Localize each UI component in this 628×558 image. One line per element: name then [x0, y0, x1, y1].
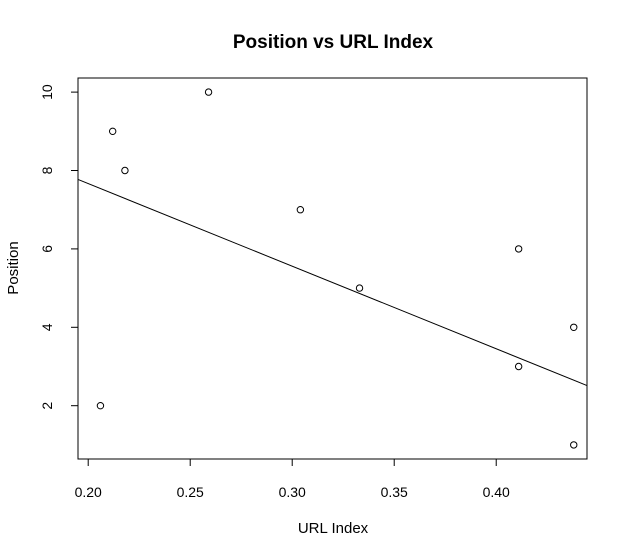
x-axis-label: URL Index [298, 520, 369, 537]
y-tick-label: 4 [39, 323, 55, 331]
chart-title: Position vs URL Index [233, 32, 434, 53]
y-tick-label: 8 [39, 166, 55, 174]
data-point [204, 88, 213, 96]
plot-frame [77, 77, 588, 460]
y-tick-label: 2 [39, 402, 55, 410]
data-point [570, 323, 578, 331]
data-point [514, 362, 523, 371]
x-tick-label: 0.20 [75, 484, 102, 500]
data-point [121, 166, 129, 175]
x-tick-label: 0.35 [381, 484, 408, 500]
data-point [514, 245, 523, 253]
y-axis-label: Position [5, 241, 22, 294]
data-point [355, 284, 364, 292]
y-tick-label: 6 [39, 245, 55, 253]
data-point [108, 127, 117, 136]
data-points [96, 88, 578, 449]
y-tick-label: 10 [39, 84, 55, 100]
x-axis-ticks: 0.20 0.25 0.30 0.35 0.40 [75, 459, 510, 500]
data-point [296, 206, 305, 214]
data-point [570, 441, 578, 449]
regression-line [77, 179, 588, 386]
data-point [96, 401, 105, 410]
x-tick-label: 0.25 [177, 484, 204, 500]
x-tick-label: 0.40 [483, 484, 510, 500]
y-axis-ticks: 2 4 6 8 10 [39, 84, 78, 410]
x-tick-label: 0.30 [279, 484, 306, 500]
